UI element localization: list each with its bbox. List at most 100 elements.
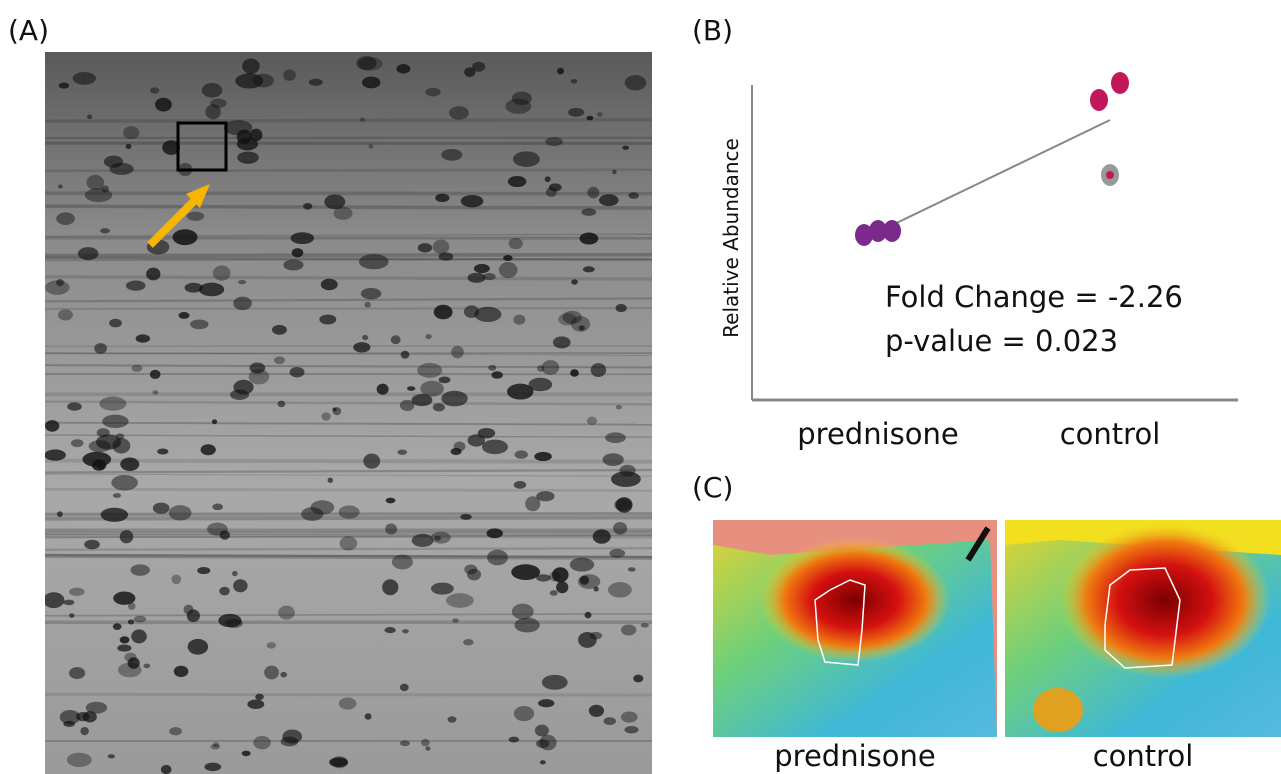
gel-streak [45,533,652,539]
gel-streak [45,168,652,173]
gel-spot [433,304,453,320]
gel-spot [511,564,541,580]
gel-spot [86,174,105,191]
gel-spot [358,254,389,270]
gel-spot [581,208,597,216]
gel-spot [247,699,265,709]
gel-spot [168,505,192,521]
gel-spot [385,497,396,504]
point [1090,89,1108,111]
gel-spot [94,343,107,354]
highlight-box [176,121,228,172]
scatter-plot: Relative Abundance Fold Change = -2.26 p… [719,72,1238,451]
gel-spot [178,312,190,319]
gel-spot [467,568,482,581]
gel-spot [450,448,462,456]
gel-spot [525,496,541,512]
gel-spot [578,325,585,331]
gel-spot [218,613,242,628]
gel-spot [198,282,225,297]
gel-spot [368,144,374,149]
spot-outline [1104,567,1181,669]
gel-spot [562,310,582,324]
gel-spot [582,266,595,273]
gel-spot [353,342,371,353]
gel-spot [109,318,122,328]
gel-spot [101,185,110,193]
gel-spot [84,539,100,550]
gel-spot [486,528,503,539]
gel-spot [253,735,271,750]
gel-spot [112,623,122,631]
gel-spot [45,449,66,461]
gel-spot [491,371,503,379]
gel-spot [605,432,626,444]
gel-spot [362,334,369,341]
gel-streak [45,554,652,559]
point [1106,171,1114,179]
gel-spot [473,263,490,274]
gel-spot [627,567,636,572]
gel-spot [200,444,216,456]
gel-spot [67,402,82,411]
gel-spot [477,428,496,439]
gel-spot [539,734,557,751]
gel-spot [211,419,218,425]
gel-spot [544,176,551,183]
arrow-head [186,184,210,208]
gel-streak [45,297,652,303]
gel-spot [77,247,99,261]
gel-spot [59,709,81,725]
gel-spot [197,567,211,575]
peak [1033,688,1083,732]
gel-spot [277,400,286,408]
gel-spot [400,740,410,747]
gel-spot [541,674,568,690]
gel-spot [624,726,639,734]
gel-spot [364,713,372,720]
gel-spot [425,87,441,97]
gel-spot [508,736,520,743]
gel-spot [70,439,84,448]
surface-plot: prednisone control [713,520,1281,773]
gel-streak [45,692,652,697]
gel-spot [534,724,549,737]
gel-spot [558,313,577,326]
gel-spot [171,574,182,585]
gel-spot [107,754,115,759]
gel-streak [45,400,652,406]
gel-spot [482,439,508,455]
gel-spot [289,367,305,378]
gel-spot [149,369,161,380]
gel-spot [249,362,266,374]
gel-streak [45,487,652,492]
gel-spot [241,750,251,757]
gel-spot [152,502,170,514]
gel-spot [66,752,92,768]
gel-spot [590,363,607,377]
gel-spot [612,169,617,175]
gel-spot [514,450,528,459]
gel-spot [112,493,122,498]
gel-spot [538,699,555,708]
gel-spot [620,624,637,636]
gel-spot [556,581,569,594]
gel-spot [624,75,647,91]
gel-streak [45,252,652,258]
gel-spot [397,449,408,455]
gel-spot [290,232,315,245]
gel-spot [103,155,124,168]
gel-spot [488,364,497,371]
gel-spot [420,380,444,397]
gel-spot [411,394,433,407]
gel-streak [45,434,652,438]
gel-spot [396,64,411,74]
gel-spot [127,657,140,669]
gel-spot [72,72,97,85]
gel-spot [384,627,396,634]
gel-spot [609,548,626,558]
gel-spot [615,497,633,513]
gel-spot [539,760,546,765]
gel-spot [233,296,252,311]
gel-streak [45,515,652,521]
